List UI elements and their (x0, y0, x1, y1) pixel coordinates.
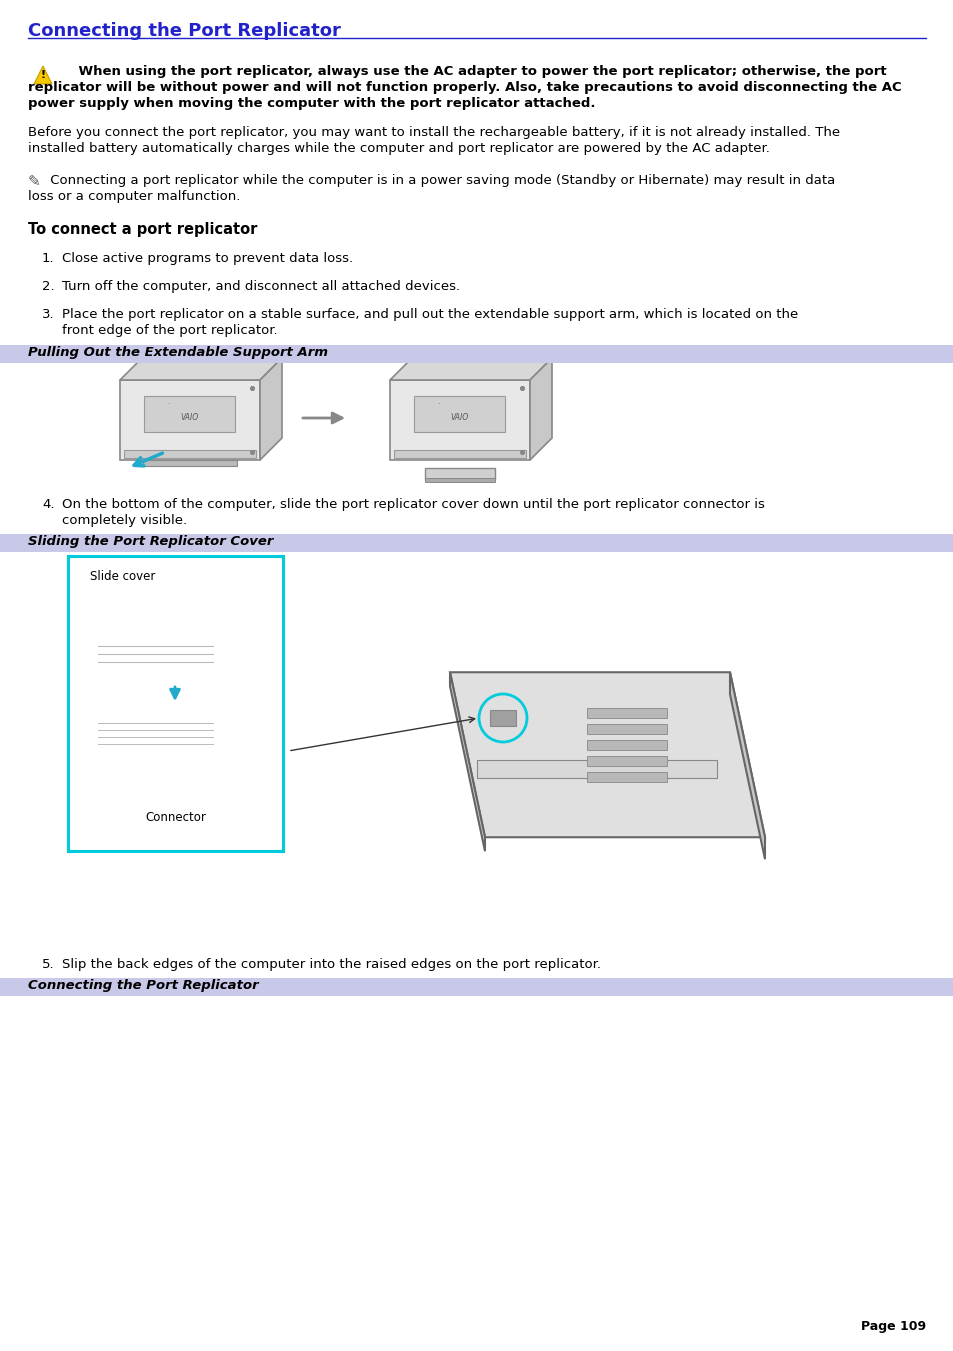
Bar (0, 534, 953, 553)
FancyBboxPatch shape (158, 584, 188, 631)
Text: !: ! (40, 70, 46, 80)
Text: Connecting the Port Replicator: Connecting the Port Replicator (28, 22, 340, 41)
Bar (0, 978, 953, 996)
Bar (586, 740, 666, 750)
Text: replicator will be without power and will not function properly. Also, take prec: replicator will be without power and wil… (28, 81, 901, 95)
Text: Slide cover: Slide cover (90, 570, 155, 584)
Text: power supply when moving the computer with the port replicator attached.: power supply when moving the computer wi… (28, 97, 595, 109)
Bar (143, 459, 236, 466)
Text: loss or a computer malfunction.: loss or a computer malfunction. (28, 190, 240, 203)
Text: Pulling Out the Extendable Support Arm: Pulling Out the Extendable Support Arm (28, 346, 328, 359)
FancyBboxPatch shape (91, 738, 224, 788)
Text: Connector: Connector (146, 811, 206, 824)
Bar (424, 478, 495, 482)
Text: installed battery automatically charges while the computer and port replicator a: installed battery automatically charges … (28, 142, 769, 155)
Text: Connecting a port replicator while the computer is in a power saving mode (Stand: Connecting a port replicator while the c… (46, 174, 835, 186)
Text: On the bottom of the computer, slide the port replicator cover down until the po: On the bottom of the computer, slide the… (62, 499, 764, 511)
Text: Sliding the Port Replicator Cover: Sliding the Port Replicator Cover (28, 535, 274, 549)
Text: ·: · (169, 399, 172, 409)
Circle shape (160, 576, 186, 601)
Text: Turn off the computer, and disconnect all attached devices.: Turn off the computer, and disconnect al… (62, 280, 459, 293)
Polygon shape (120, 380, 260, 459)
Bar (144, 396, 235, 432)
FancyBboxPatch shape (91, 632, 224, 671)
Text: VAIO: VAIO (451, 413, 469, 423)
Text: 1.: 1. (42, 253, 54, 265)
Bar (0, 345, 953, 363)
Bar (476, 761, 717, 778)
FancyBboxPatch shape (112, 748, 164, 765)
Text: Page 109: Page 109 (860, 1320, 925, 1333)
Polygon shape (390, 358, 552, 380)
Text: 2.: 2. (42, 280, 54, 293)
Text: Connecting the Port Replicator: Connecting the Port Replicator (28, 979, 258, 992)
Text: 5.: 5. (42, 958, 54, 971)
Text: Slip the back edges of the computer into the raised edges on the port replicator: Slip the back edges of the computer into… (62, 958, 600, 971)
Polygon shape (450, 673, 764, 838)
Bar (394, 450, 525, 458)
Text: When using the port replicator, always use the AC adapter to power the port repl: When using the port replicator, always u… (60, 65, 885, 78)
Text: completely visible.: completely visible. (62, 513, 187, 527)
Polygon shape (34, 66, 52, 84)
Text: ·: · (438, 399, 441, 409)
Text: To connect a port replicator: To connect a port replicator (28, 222, 257, 236)
Polygon shape (450, 673, 484, 851)
Polygon shape (729, 673, 764, 859)
Text: Close active programs to prevent data loss.: Close active programs to prevent data lo… (62, 253, 353, 265)
Polygon shape (390, 380, 530, 459)
Bar (586, 724, 666, 734)
Text: Before you connect the port replicator, you may want to install the rechargeable: Before you connect the port replicator, … (28, 126, 840, 139)
Text: front edge of the port replicator.: front edge of the port replicator. (62, 324, 277, 336)
Bar (586, 771, 666, 782)
Bar (586, 757, 666, 766)
Polygon shape (260, 358, 282, 459)
Bar (424, 467, 495, 480)
Text: 4.: 4. (42, 499, 54, 511)
Bar (68, 557, 283, 851)
Bar (414, 396, 505, 432)
Bar (586, 708, 666, 717)
Text: 3.: 3. (42, 308, 54, 322)
Polygon shape (120, 358, 282, 380)
FancyBboxPatch shape (490, 711, 516, 725)
Text: VAIO: VAIO (181, 413, 199, 423)
Text: Place the port replicator on a stable surface, and pull out the extendable suppo: Place the port replicator on a stable su… (62, 308, 798, 322)
Polygon shape (530, 358, 552, 459)
Bar (124, 450, 255, 458)
Text: ✎: ✎ (28, 174, 41, 189)
